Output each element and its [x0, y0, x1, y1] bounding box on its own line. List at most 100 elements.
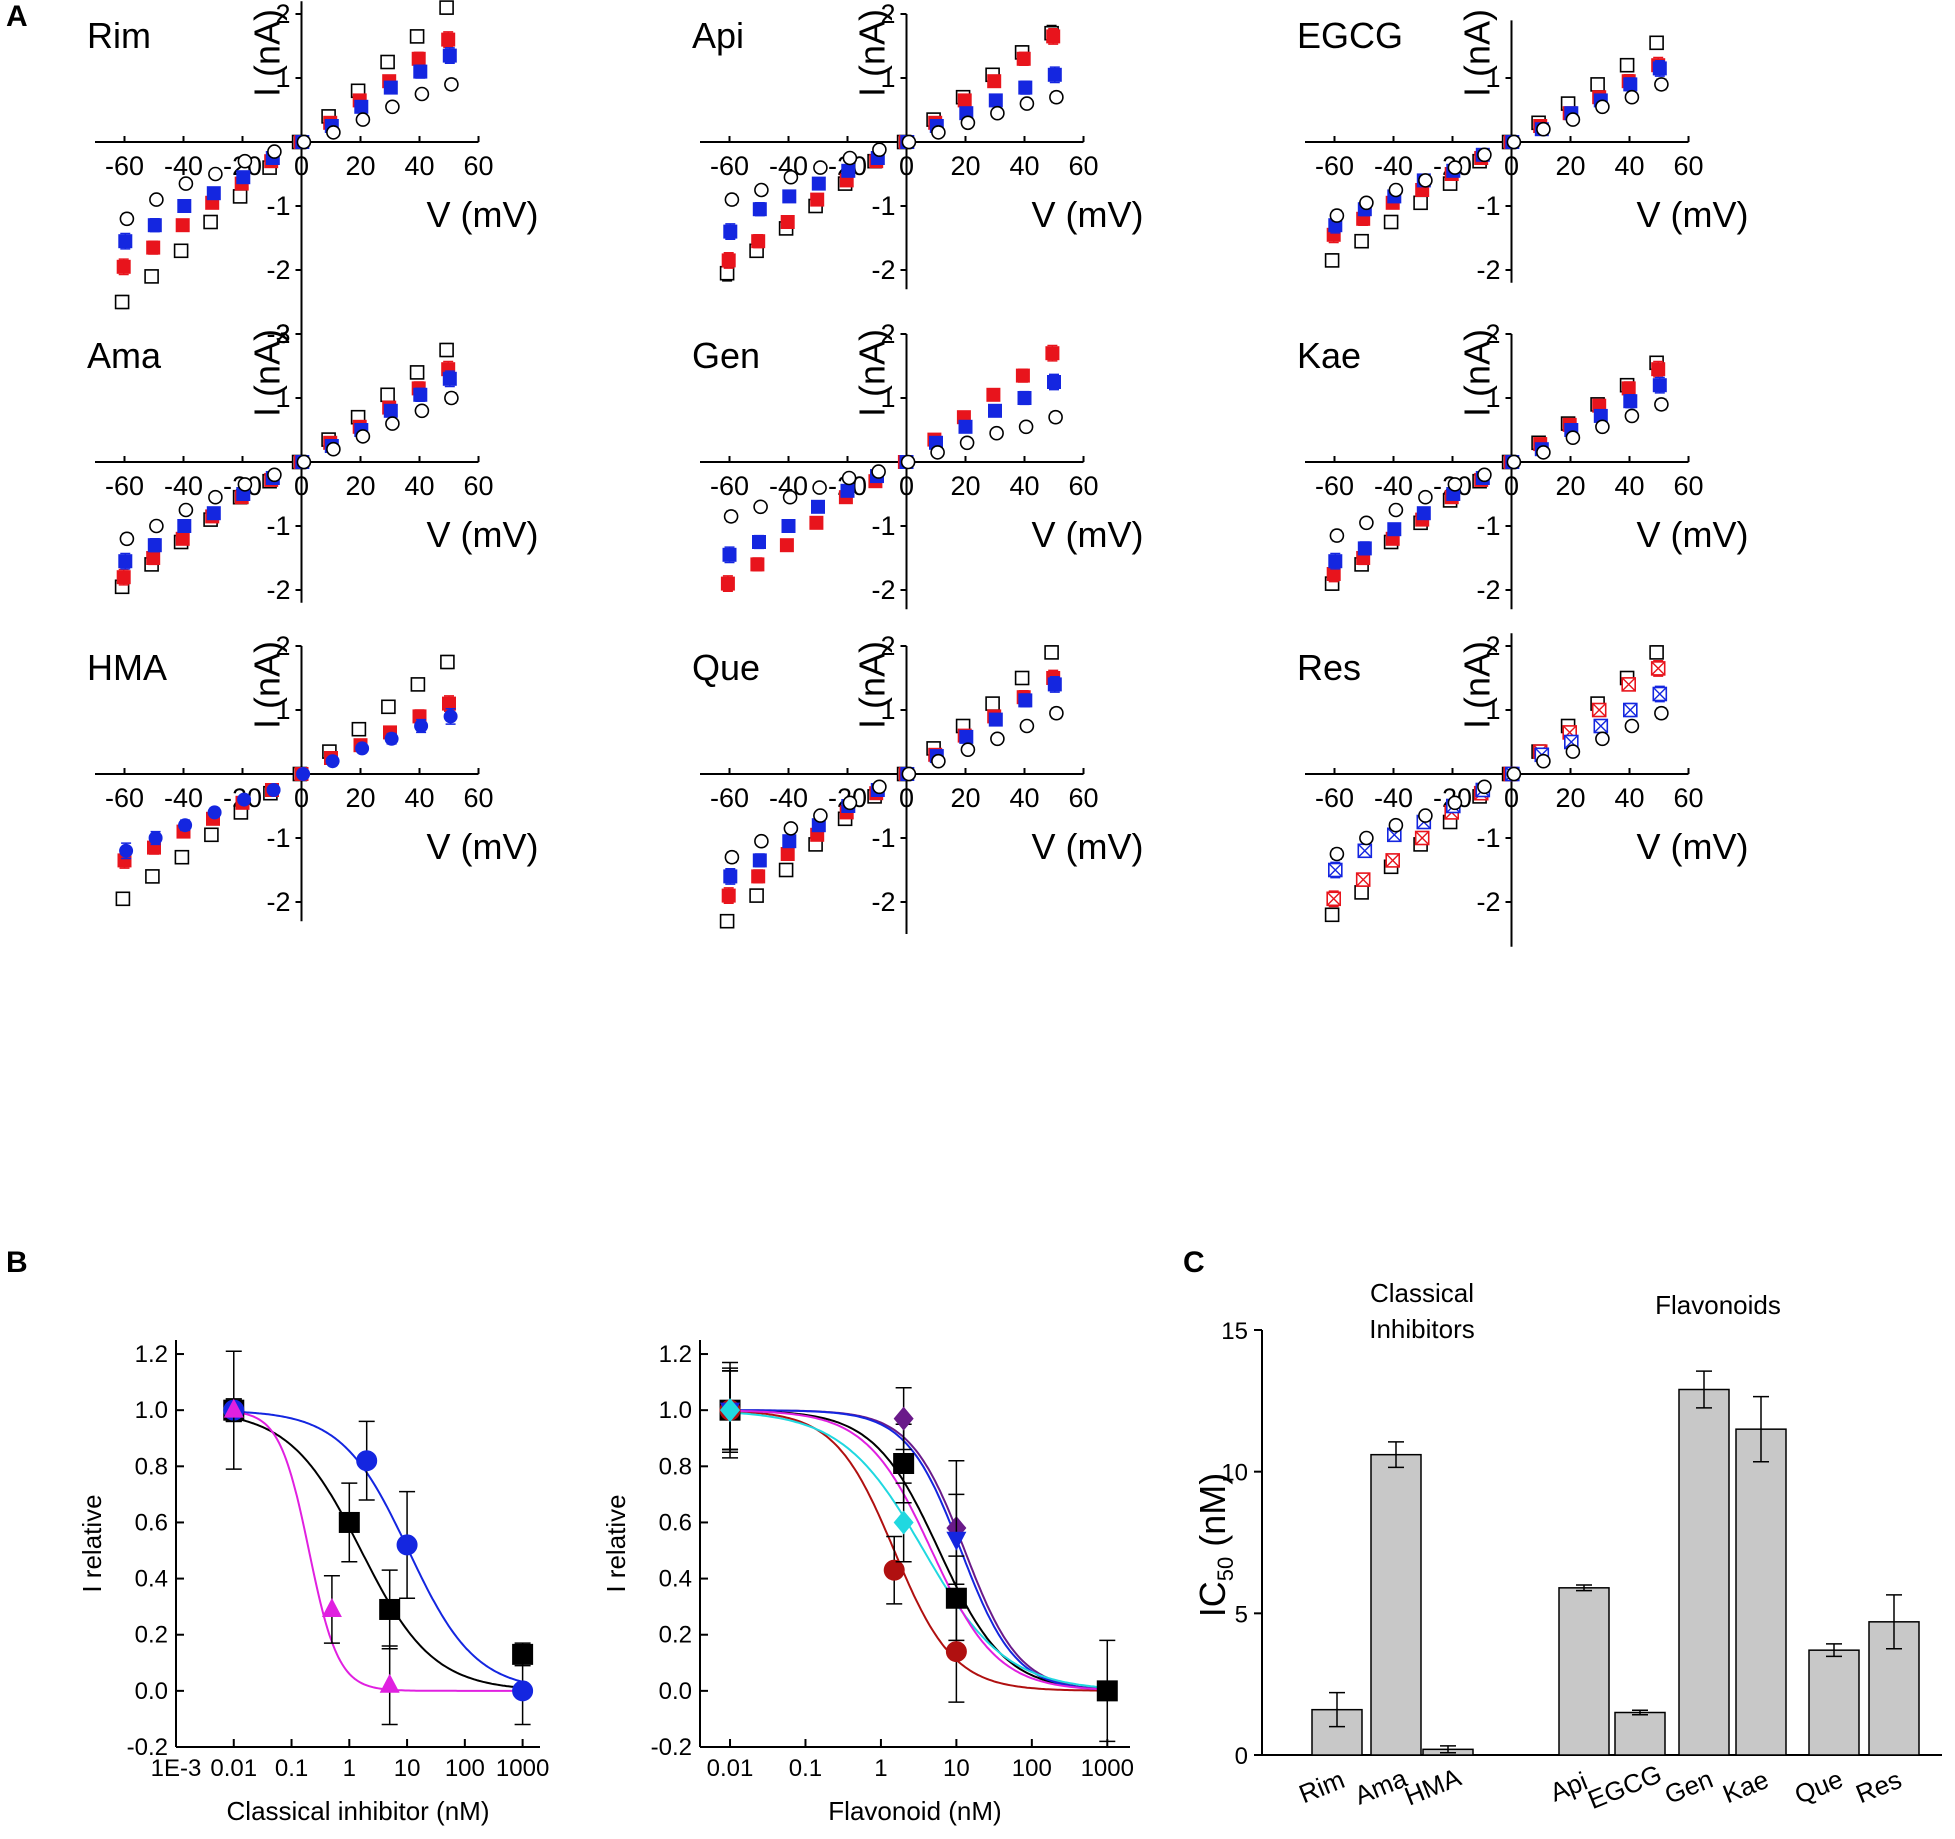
- data-point: [1595, 99, 1610, 115]
- data-point: [178, 502, 194, 518]
- data-point: [1654, 397, 1669, 412]
- data-point: [409, 365, 425, 380]
- data-point: [1506, 454, 1522, 470]
- data-point: [414, 86, 430, 102]
- data-point: [841, 470, 857, 486]
- dose-response-flavonoid: 0.01 0.1 1 10 100 1000 1.2 1.0 0.8 0.6 0.4 0.2 0.0 -0…: [601, 1340, 1134, 1826]
- data-point: [723, 224, 738, 239]
- x-tick-label: -40: [164, 151, 203, 181]
- data-point: [385, 99, 400, 115]
- data-point: [811, 176, 826, 191]
- x-tick-label: -60: [1315, 783, 1354, 813]
- data-point: [223, 1398, 244, 1418]
- data-point: [872, 779, 887, 795]
- data-point: [986, 387, 1001, 402]
- data-point: [958, 419, 973, 434]
- data-point: [754, 833, 769, 849]
- data-point: [752, 853, 767, 868]
- data-point: [1649, 645, 1664, 660]
- data-point: [988, 93, 1003, 108]
- data-point: [893, 1510, 914, 1535]
- data-point: [147, 218, 162, 233]
- bar-egcg: [1614, 1711, 1666, 1756]
- data-point: [1623, 394, 1638, 409]
- data-point-cross: [1651, 661, 1666, 676]
- y-tick-label: 0.8: [659, 1453, 692, 1480]
- data-point: [724, 849, 740, 865]
- data-point: [778, 862, 794, 878]
- x-tick-label: 40: [1614, 471, 1644, 501]
- data-point-cross: [1357, 843, 1372, 858]
- data-point: [1328, 862, 1343, 878]
- x-tick-label: -60: [1315, 471, 1354, 501]
- x-tick-label: 0: [294, 783, 309, 813]
- data-point: [177, 519, 192, 533]
- x-axis-title: Flavonoid (nM): [828, 1796, 1001, 1826]
- y-tick-label: -1: [1476, 511, 1500, 541]
- data-point: [990, 731, 1005, 747]
- y-tick-label: 0.4: [135, 1566, 168, 1593]
- y-tick-label: -0.2: [127, 1734, 168, 1761]
- data-point: [1387, 522, 1402, 537]
- y-tick-label: 1.2: [135, 1341, 168, 1368]
- data-point: [1096, 1680, 1118, 1702]
- y-tick-label: -2: [1476, 887, 1500, 917]
- x-tick-label: -40: [1374, 471, 1413, 501]
- data-point: [379, 1598, 401, 1620]
- data-point: [413, 387, 428, 402]
- data-point: [946, 1531, 967, 1551]
- series-blue-filled-circle: [119, 707, 458, 860]
- y-tick-label: 2: [880, 631, 895, 661]
- data-point: [1652, 61, 1667, 76]
- x-tick-label: 40: [404, 151, 434, 181]
- y-tick-label: -1: [1476, 823, 1500, 853]
- x-tick-label: -40: [769, 783, 808, 813]
- data-point: [118, 234, 133, 249]
- data-point: [988, 403, 1002, 418]
- drug-name-label: Kae: [1297, 335, 1361, 376]
- x-tick-label: 20: [345, 471, 375, 501]
- data-point: [779, 538, 794, 553]
- data-point: [379, 1673, 400, 1693]
- x-tick-label: 40: [404, 783, 434, 813]
- data-point: [988, 712, 1003, 727]
- data-point: [901, 766, 917, 782]
- x-axis-title: V (mV): [1637, 514, 1749, 555]
- y-tick-label: -1: [266, 823, 290, 853]
- data-point-cross: [1328, 863, 1343, 877]
- y-tick-label: 0.6: [135, 1509, 168, 1536]
- data-point: [175, 531, 190, 546]
- data-point: [1018, 80, 1033, 95]
- data-point: [1506, 134, 1522, 150]
- y-axis-title: I (nA): [1457, 641, 1498, 729]
- x-tick-label: -60: [710, 471, 749, 501]
- data-point: [753, 499, 768, 515]
- data-point: [1621, 381, 1636, 396]
- data-point: [175, 218, 190, 233]
- x-tick-label: 40: [1009, 151, 1039, 181]
- data-point: [1357, 541, 1372, 556]
- data-point: [146, 240, 161, 255]
- y-tick-label: 1: [275, 695, 290, 725]
- x-tick-label: 20: [1555, 151, 1585, 181]
- y-tick-label: 1: [1485, 383, 1500, 413]
- y-axis-title: I (nA): [852, 641, 893, 729]
- drug-name-label: Res: [1297, 647, 1361, 688]
- x-tick-label: 0.1: [275, 1755, 308, 1782]
- points-hma: [223, 1398, 400, 1726]
- data-point: [1044, 645, 1059, 660]
- data-point: [960, 115, 976, 131]
- x-tick-label: 20: [950, 151, 980, 181]
- data-point: [1447, 160, 1463, 175]
- y-tick-label: 0.8: [135, 1453, 168, 1480]
- data-point: [809, 515, 824, 530]
- data-point: [1536, 121, 1551, 137]
- data-point: [381, 699, 396, 715]
- data-point: [842, 795, 858, 811]
- y-tick-label: 2: [275, 631, 290, 661]
- data-point: [208, 166, 223, 182]
- series-black-open-circle: [1329, 397, 1669, 543]
